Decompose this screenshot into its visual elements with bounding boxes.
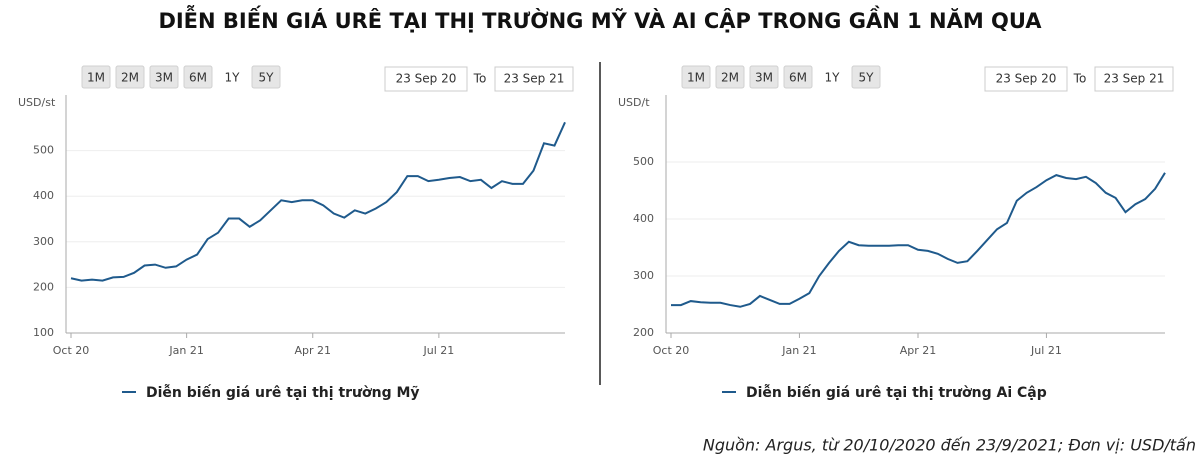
range-button[interactable] [851, 65, 881, 89]
range-button[interactable] [149, 65, 179, 89]
range-button[interactable] [81, 65, 111, 89]
range-button-label: 1M [687, 71, 705, 85]
y-tick-label: 500 [33, 144, 54, 157]
x-tick-label: Apr 21 [294, 344, 331, 357]
y-tick-label: 100 [33, 326, 54, 339]
range-button-label: 2M [121, 71, 139, 85]
range-button[interactable] [115, 65, 145, 89]
x-tick-label: Oct 20 [653, 344, 690, 357]
y-tick-label: 500 [633, 155, 654, 168]
y-tick-label: 200 [633, 326, 654, 339]
y-tick-label: 200 [33, 280, 54, 293]
range-button-label: 2M [721, 71, 739, 85]
range-button-label: 3M [755, 71, 773, 85]
chart-title: DIỄN BIẾN GIÁ URÊ TẠI THỊ TRƯỜNG MỸ VÀ A… [158, 5, 1042, 33]
y-tick-label: 400 [33, 189, 54, 202]
range-button-label: 1Y [825, 71, 841, 85]
x-tick-label: Oct 20 [53, 344, 90, 357]
x-tick-label: Jan 21 [781, 344, 816, 357]
range-button[interactable] [681, 65, 711, 89]
x-tick-label: Jan 21 [168, 344, 203, 357]
range-button-label: 5Y [859, 71, 875, 85]
y-axis-label: USD/t [618, 96, 650, 109]
range-button-label: 1M [87, 71, 105, 85]
date-to-label: To [473, 72, 487, 86]
range-button[interactable] [749, 65, 779, 89]
date-input[interactable] [494, 66, 574, 92]
x-tick-label: Apr 21 [900, 344, 937, 357]
x-tick-label: Jul 21 [422, 344, 454, 357]
line [70, 121, 566, 282]
legend-label: Diễn biến giá urê tại thị trường Mỹ [146, 384, 420, 401]
y-tick-label: 400 [633, 212, 654, 225]
x-tick-label: Jul 21 [1030, 344, 1062, 357]
range-button-label: 1Y [225, 71, 241, 85]
range-button[interactable] [783, 65, 813, 89]
y-tick-label: 300 [33, 235, 54, 248]
date-from: 23 Sep 20 [996, 72, 1057, 86]
date-input[interactable] [384, 66, 468, 92]
range-button[interactable] [715, 65, 745, 89]
source: Nguồn: Argus, từ 20/10/2020 đến 23/9/202… [703, 436, 1196, 455]
date-to: 23 Sep 21 [504, 72, 565, 86]
range-button-label: 6M [789, 71, 807, 85]
range-button[interactable] [183, 65, 213, 89]
y-tick-label: 300 [633, 269, 654, 282]
date-input[interactable] [984, 66, 1068, 92]
y-axis-label: USD/st [18, 96, 56, 109]
range-button[interactable] [251, 65, 281, 89]
date-from: 23 Sep 20 [396, 72, 457, 86]
date-to: 23 Sep 21 [1104, 72, 1165, 86]
range-button-label: 3M [155, 71, 173, 85]
legend-label: Diễn biến giá urê tại thị trường Ai Cập [746, 384, 1047, 401]
date-to-label: To [1073, 72, 1087, 86]
range-button-label: 5Y [259, 71, 275, 85]
line [671, 172, 1166, 308]
range-button-label: 6M [189, 71, 207, 85]
date-input[interactable] [1094, 66, 1174, 92]
